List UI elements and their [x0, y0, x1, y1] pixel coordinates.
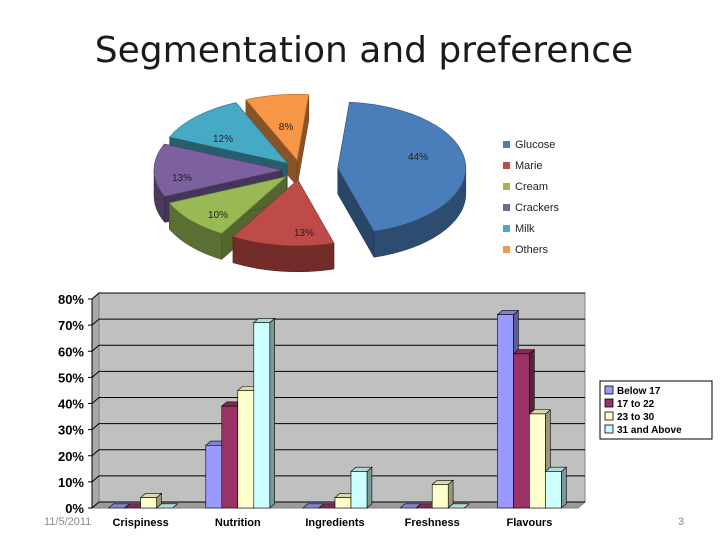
pie-slices	[153, 93, 467, 273]
bar-ingredients-31-and-above	[350, 466, 373, 509]
pie-legend-swatch-others	[503, 246, 510, 253]
bar-freshness-31-and-above	[447, 503, 470, 509]
slide-number: 3	[678, 516, 685, 528]
bar-flavours-23-to-30	[528, 409, 552, 509]
gridline	[91, 344, 585, 352]
pie-legend: Glucose Marie Cream Crackers Milk Others	[503, 139, 560, 256]
y-tick-label: 10%	[58, 475, 84, 490]
gridline	[91, 475, 585, 483]
y-tick-label: 70%	[58, 318, 84, 333]
x-category-label-crispiness: Crispiness	[112, 517, 168, 529]
y-tick-label: 60%	[58, 344, 84, 359]
pie-slice-marie	[232, 178, 335, 273]
bar-flavours-31-and-above	[544, 466, 568, 509]
x-category-label-flavours: Flavours	[506, 517, 552, 529]
pie-legend-label-others: Others	[515, 244, 549, 256]
bar-legend-label-31-and-above: 31 and Above	[617, 425, 682, 436]
pie-legend-swatch-crackers	[503, 204, 510, 211]
y-tick-label: 80%	[58, 292, 84, 307]
gridline	[91, 423, 585, 431]
pie-legend-swatch-milk	[503, 225, 510, 232]
pie-legend-label-cream: Cream	[515, 181, 548, 193]
gridline	[91, 449, 585, 457]
y-tick-label: 0%	[65, 501, 84, 516]
slide-title: Segmentation and preference	[94, 30, 634, 71]
y-tick-label: 40%	[58, 397, 84, 412]
y-tick-label: 50%	[58, 370, 84, 385]
pie-legend-swatch-cream	[503, 183, 510, 190]
pie-legend-label-milk: Milk	[515, 223, 535, 235]
pie-data-label-cream: 10%	[208, 210, 228, 221]
gridline	[91, 292, 585, 300]
pie-data-label-marie: 13%	[294, 228, 314, 239]
x-category-label-nutrition: Nutrition	[215, 517, 261, 529]
bar-y-axis: 0% 10% 20% 30% 40% 50% 60% 70% 80%	[58, 292, 93, 516]
pie-data-label-crackers: 13%	[172, 173, 192, 184]
pie-legend-swatch-marie	[503, 162, 510, 169]
bar-legend-swatch-below-17	[604, 385, 614, 395]
pie-legend-label-glucose: Glucose	[515, 139, 555, 151]
pie-data-label-others: 8%	[279, 122, 294, 133]
bar-legend-swatch-31-and-above	[604, 424, 614, 434]
pie-legend-label-marie: Marie	[515, 160, 543, 172]
bar-x-axis: Crispiness Nutrition Ingredients Freshness F…	[112, 517, 552, 529]
bar-series-group	[107, 309, 568, 509]
pie-data-label-glucose: 44%	[408, 152, 428, 163]
pie-chart: 44% 13% 10% 13% 12% 8% Glucose Marie Cream Cracke…	[153, 93, 560, 273]
bar-freshness-23-to-30	[431, 479, 454, 509]
x-category-label-ingredients: Ingredients	[305, 517, 364, 529]
footer-date: 11/5/2011	[44, 516, 92, 528]
x-category-label-freshness: Freshness	[405, 517, 460, 529]
pie-legend-swatch-glucose	[503, 141, 510, 148]
bar-legend: Below 17 17 to 22 23 to 30 31 and Above	[599, 380, 713, 440]
bar-legend-label-23-to-30: 23 to 30	[617, 412, 655, 423]
pie-data-label-milk: 12%	[213, 134, 233, 145]
bar-crispiness-31-and-above	[155, 503, 179, 509]
bar-nutrition-31-and-above	[252, 317, 276, 509]
pie-slice-glucose	[337, 101, 467, 259]
gridline	[91, 397, 585, 404]
bar-legend-label-below-17: Below 17	[617, 386, 661, 397]
bar-legend-swatch-23-to-30	[604, 411, 614, 421]
y-tick-label: 30%	[58, 423, 84, 438]
gridline	[91, 501, 585, 509]
bar-crispiness-23-to-30	[139, 492, 163, 509]
y-tick-label: 20%	[58, 449, 84, 464]
gridline	[91, 370, 585, 378]
bar-gridlines	[91, 292, 585, 509]
bar-legend-swatch-17-to-22	[604, 398, 614, 408]
gridline	[91, 318, 585, 326]
bar-legend-label-17-to-22: 17 to 22	[617, 399, 655, 410]
pie-legend-label-crackers: Crackers	[515, 202, 560, 214]
